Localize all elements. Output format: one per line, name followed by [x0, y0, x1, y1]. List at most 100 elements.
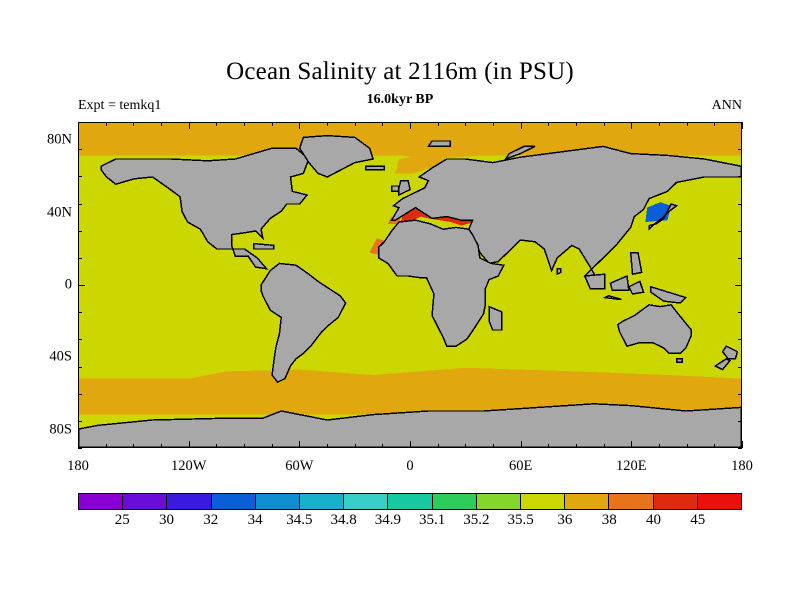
x-tickmark-top [686, 122, 688, 126]
x-tickmark-top [576, 122, 577, 126]
colorbar-tick-32: 32 [203, 512, 219, 528]
colorbar-band-3 [210, 494, 255, 509]
ireland [390, 185, 400, 193]
colorbar-band-11 [564, 494, 609, 509]
colorbar-band-1 [122, 494, 167, 509]
x-tickmark-bottom [520, 441, 522, 448]
new-guinea [650, 285, 688, 304]
y-tickmark-right [735, 285, 742, 286]
y-tickmark-left [78, 393, 82, 395]
y-tickmark-left [78, 203, 82, 205]
novaya-zemlya [503, 145, 536, 161]
y-tickmark-right [738, 339, 742, 341]
x-tickmark-bottom [216, 444, 218, 448]
x-tickmark-bottom [410, 441, 411, 448]
y-tickmark-right [738, 448, 742, 449]
x-tick-180: 180 [67, 458, 89, 474]
x-axis-labels: 180 120W 60W 0 60E 120E 180 [67, 458, 753, 480]
colorbar-band-13 [652, 494, 697, 509]
colorbar-tick-36: 36 [557, 512, 573, 528]
x-tickmark-top [714, 122, 716, 126]
x-tickmark-bottom [133, 444, 135, 448]
y-tickmark-left [78, 448, 82, 449]
y-tick-80N: 80N [47, 131, 72, 148]
y-tickmark-left [78, 339, 82, 341]
y-tickmark-left [78, 149, 82, 151]
y-tickmark-right [738, 420, 742, 422]
y-tickmark-left [78, 176, 82, 178]
y-tickmark-right [738, 393, 742, 395]
land-layer [79, 134, 741, 447]
x-tick-0: 0 [406, 458, 414, 474]
x-tickmark-bottom [105, 444, 107, 448]
x-tickmark-top [742, 122, 743, 129]
world-salinity-map [79, 123, 741, 447]
y-tickmark-right [738, 203, 742, 205]
x-tickmark-bottom [686, 444, 688, 448]
x-tickmark-top [271, 122, 273, 126]
philippines [629, 251, 643, 276]
new-zealand-north [721, 345, 739, 360]
experiment-label: Expt = temkq1 [78, 98, 162, 113]
page-title: Ocean Salinity at 2116m (in PSU) [226, 58, 574, 85]
colorbar-band-14 [696, 494, 742, 509]
colorbar-tick-35.2: 35.2 [463, 512, 490, 528]
greenland [298, 134, 375, 178]
africa [378, 219, 505, 347]
x-tickmark-bottom [244, 444, 245, 448]
colorbar-tick-34: 34 [247, 512, 263, 528]
x-tickmark-top [78, 122, 79, 129]
x-tickmark-bottom [631, 441, 633, 448]
x-tickmark-top [465, 122, 467, 126]
y-tickmark-left [78, 366, 82, 368]
colorbar-tick-30: 30 [159, 512, 175, 528]
colorbar-tick-35.5: 35.5 [507, 512, 534, 528]
madagascar [488, 305, 503, 331]
colorbar-tick-34.5: 34.5 [286, 512, 313, 528]
java [602, 295, 622, 301]
y-tickmark-left [78, 122, 82, 123]
y-tickmark-right [738, 230, 742, 232]
colorbar-tick-45: 45 [690, 512, 706, 528]
y-tickmark-right [738, 312, 742, 314]
x-tickmark-bottom [714, 444, 716, 448]
antarctica [79, 403, 741, 447]
y-tickmark-left [78, 257, 82, 259]
x-tickmark-top [410, 122, 411, 129]
x-tickmark-top [382, 122, 384, 126]
x-tickmark-top [244, 122, 245, 126]
y-tickmark-left [78, 285, 85, 286]
x-tickmark-bottom [327, 444, 328, 448]
iceland [365, 165, 385, 171]
x-tickmark-top [659, 122, 660, 126]
x-tickmark-top [188, 122, 190, 129]
x-tickmark-top [603, 122, 605, 126]
x-tick-60E: 60E [508, 458, 533, 474]
colorbar-tick-38: 38 [601, 512, 617, 528]
colorbar-tick-35.1: 35.1 [419, 512, 446, 528]
japan [648, 203, 679, 231]
south-america [260, 262, 347, 384]
colorbar [78, 493, 742, 510]
sumatra [583, 273, 606, 290]
x-tickmark-top [105, 122, 107, 126]
southern-ocean-band-edge [79, 367, 741, 415]
new-zealand-south [713, 357, 732, 371]
y-tick-40S: 40S [49, 348, 72, 365]
svalbard [427, 140, 452, 148]
sulawesi [627, 280, 645, 295]
colorbar-band-2 [166, 494, 211, 509]
colorbar-tick-34.8: 34.8 [330, 512, 357, 528]
y-tick-40N: 40N [47, 204, 72, 221]
x-tickmark-bottom [354, 444, 356, 448]
x-tickmark-top [216, 122, 218, 126]
x-tickmark-bottom [271, 444, 273, 448]
x-tickmark-bottom [493, 444, 494, 448]
x-tick-120W: 120W [170, 458, 207, 474]
x-tickmark-bottom [188, 441, 190, 448]
season-label: ANN [711, 98, 742, 113]
y-tickmark-right [738, 257, 742, 259]
x-tickmark-bottom [548, 444, 550, 448]
colorbar-tick-25: 25 [114, 512, 130, 528]
